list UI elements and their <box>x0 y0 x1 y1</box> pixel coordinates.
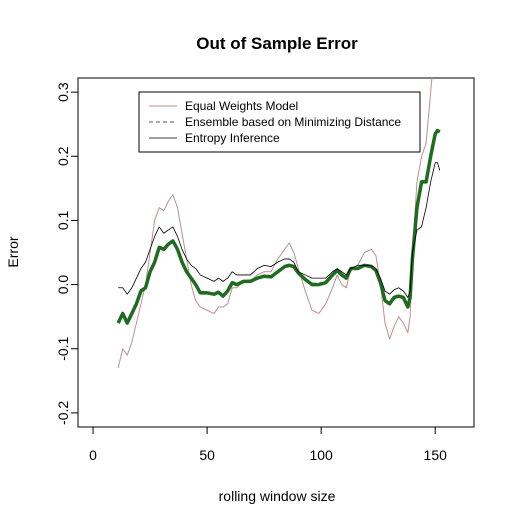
y-tick-label: 0.3 <box>55 82 71 102</box>
plot-area <box>116 78 441 369</box>
series-line <box>117 128 441 323</box>
series-line <box>118 162 441 298</box>
legend-label: Entropy Inference <box>185 131 280 145</box>
x-tick-label: 0 <box>89 447 97 463</box>
x-tick-label: 100 <box>309 447 333 463</box>
y-tick-label: -0.1 <box>55 336 71 360</box>
series-line <box>116 128 441 325</box>
x-axis-label: rolling window size <box>219 488 336 504</box>
legend-label: Equal Weights Model <box>185 99 298 113</box>
x-tick-label: 150 <box>424 447 448 463</box>
plot-box <box>77 77 475 428</box>
series-line <box>117 78 433 369</box>
legend-label: Ensemble based on Minimizing Distance <box>185 115 401 129</box>
y-tick-label: 0.0 <box>55 275 71 295</box>
y-axis-label: Error <box>5 236 21 267</box>
y-tick-label: -0.2 <box>55 401 71 425</box>
chart-title: Out of Sample Error <box>196 34 358 53</box>
y-tick-label: 0.2 <box>55 146 71 166</box>
legend-box <box>138 91 421 153</box>
y-tick-label: 0.1 <box>55 210 71 230</box>
x-tick-label: 50 <box>199 447 215 463</box>
